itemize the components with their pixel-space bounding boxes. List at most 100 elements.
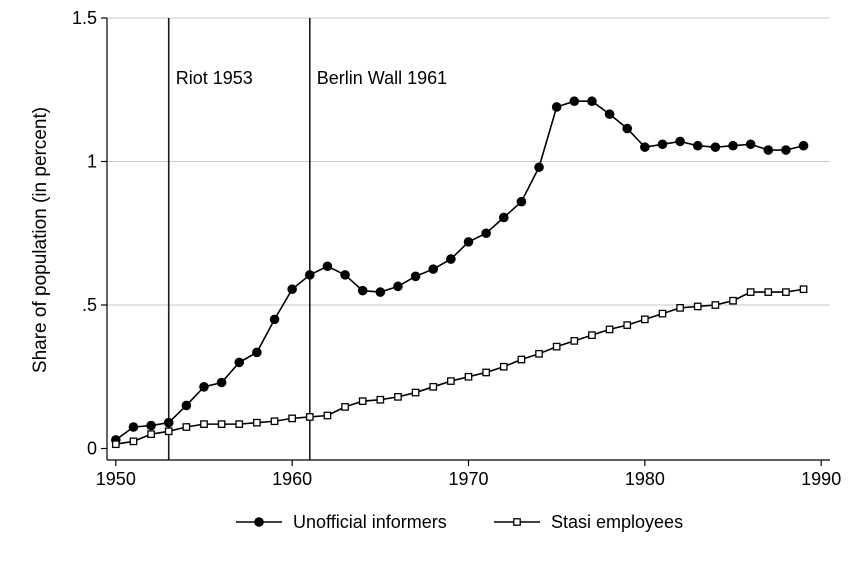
informers-point — [199, 382, 209, 392]
x-tick-label: 1980 — [625, 469, 665, 489]
informers-point — [252, 347, 262, 358]
informers-point — [181, 400, 192, 411]
informers-point — [375, 287, 386, 297]
y-tick-label: .5 — [82, 295, 97, 315]
employees-point — [429, 382, 438, 391]
informers-point — [481, 228, 491, 239]
informers-point — [269, 314, 280, 325]
informers-point — [781, 145, 791, 155]
informers-point — [216, 377, 227, 388]
employees-point — [746, 288, 755, 296]
series-line-0 — [115, 100, 804, 441]
employees-point — [517, 355, 526, 364]
employees-point — [376, 395, 385, 404]
employees-point — [305, 413, 314, 421]
employees-point — [270, 417, 279, 426]
informers-point — [287, 284, 297, 295]
employees-point — [111, 440, 120, 449]
axes: 0 .5 1 1.5 1950 1960 1970 1980 1990 — [72, 8, 841, 489]
informers-point — [463, 237, 474, 247]
y-tick-label: 1 — [87, 152, 97, 172]
informers-point — [128, 422, 139, 432]
informers-point — [657, 139, 668, 150]
informers-point — [393, 281, 403, 292]
informers-point — [234, 357, 245, 368]
employees-point — [235, 420, 244, 428]
series-layer — [111, 96, 809, 449]
employees-point — [164, 427, 173, 436]
employees-point — [341, 403, 349, 411]
employees-point — [358, 397, 367, 406]
legend-marker-informers — [254, 517, 264, 527]
informers-point — [516, 196, 527, 207]
employees-point — [323, 411, 332, 420]
informers-point — [146, 420, 156, 431]
x-tick-label: 1970 — [448, 469, 488, 489]
informers-point — [710, 142, 721, 152]
informers-point — [534, 162, 544, 173]
employees-point — [623, 321, 632, 329]
employees-point — [640, 315, 649, 324]
informers-point — [340, 270, 350, 280]
y-tick-label: 1.5 — [72, 8, 97, 28]
employees-point — [253, 418, 261, 427]
informers-point — [551, 102, 562, 112]
employees-point — [693, 302, 702, 311]
informers-point — [410, 271, 421, 282]
employees-point — [447, 377, 455, 385]
informers-point — [798, 140, 809, 151]
series-line-1 — [115, 288, 804, 446]
informers-point — [304, 270, 315, 280]
employees-point — [676, 304, 684, 312]
employees-point — [200, 420, 208, 428]
informers-point — [675, 136, 685, 147]
employees-point — [411, 388, 420, 397]
employees-point — [182, 423, 191, 431]
employees-point — [570, 337, 579, 345]
employees-point — [764, 288, 773, 296]
y-axis-label: Share of population (in percent) — [30, 107, 51, 373]
informers-point — [745, 139, 756, 150]
informers-point — [446, 254, 456, 264]
employees-point — [288, 414, 297, 423]
employees-point — [799, 285, 808, 294]
informers-point — [569, 96, 580, 107]
annotation-label: Berlin Wall 1961 — [317, 68, 447, 88]
legend: Unofficial informers Stasi employees — [236, 512, 683, 532]
legend-label-employees: Stasi employees — [551, 512, 683, 532]
annotation-lines: Riot 1953 Berlin Wall 1961 — [167, 18, 447, 460]
legend-marker-employees — [513, 518, 521, 526]
x-tick-label: 1990 — [801, 469, 841, 489]
employees-point — [129, 437, 138, 446]
employees-point — [535, 349, 543, 358]
employees-point — [588, 331, 596, 339]
informers-point — [763, 145, 774, 155]
x-tick-label: 1950 — [96, 469, 136, 489]
employees-point — [711, 301, 720, 309]
informers-point — [728, 140, 738, 151]
informers-point — [428, 264, 439, 274]
employees-point — [394, 393, 402, 401]
informers-point — [322, 261, 333, 272]
informers-point — [357, 285, 368, 296]
employees-point — [782, 288, 790, 296]
employees-point — [605, 325, 614, 334]
y-tick-label: 0 — [87, 439, 97, 459]
informers-point — [640, 142, 650, 152]
employees-point — [482, 368, 490, 377]
informers-point — [163, 417, 174, 428]
employees-point — [464, 372, 473, 381]
employees-point — [729, 296, 737, 305]
gridlines — [107, 17, 830, 306]
employees-point — [552, 342, 561, 351]
employees-point — [499, 362, 508, 371]
employees-point — [217, 420, 226, 428]
informers-point — [498, 212, 509, 223]
x-tick-label: 1960 — [272, 469, 312, 489]
informers-point — [587, 96, 597, 107]
legend-label-informers: Unofficial informers — [293, 512, 447, 532]
informers-point — [692, 140, 703, 151]
employees-point — [147, 430, 155, 439]
employees-point — [658, 309, 667, 318]
